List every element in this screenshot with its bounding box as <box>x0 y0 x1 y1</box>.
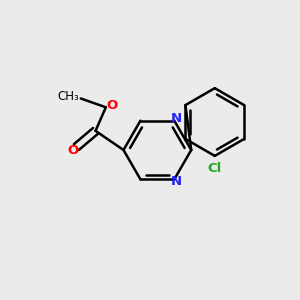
Text: N: N <box>171 112 182 125</box>
Text: CH₃: CH₃ <box>58 90 79 103</box>
Text: O: O <box>106 99 117 112</box>
Text: Cl: Cl <box>208 162 222 176</box>
Text: N: N <box>170 175 182 188</box>
Text: O: O <box>68 143 79 157</box>
